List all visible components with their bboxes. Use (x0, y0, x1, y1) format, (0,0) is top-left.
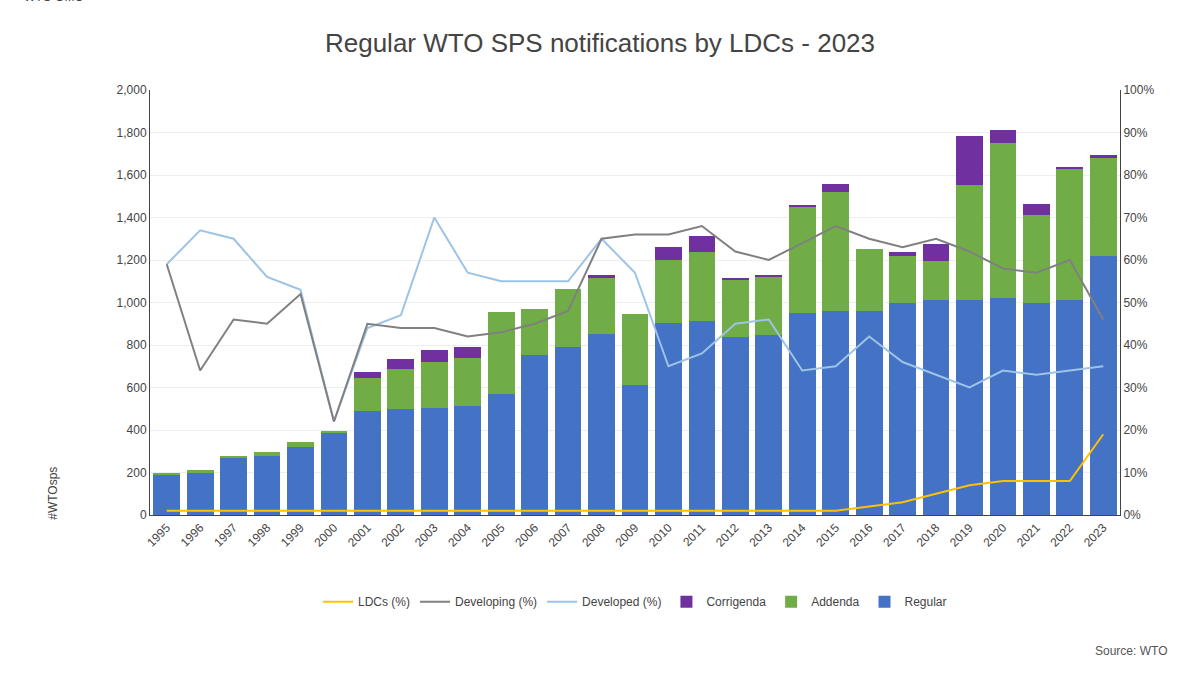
svg-text:20%: 20% (1123, 423, 1147, 437)
svg-text:100%: 100% (1123, 83, 1154, 97)
svg-text:Source: WTO: Source: WTO (1095, 644, 1167, 658)
svg-text:60%: 60% (1123, 253, 1147, 267)
svg-text:2009: 2009 (613, 521, 642, 550)
svg-text:2011: 2011 (680, 521, 708, 549)
svg-text:90%: 90% (1123, 126, 1147, 140)
svg-text:1,400: 1,400 (117, 211, 147, 225)
svg-text:2014: 2014 (780, 521, 809, 550)
svg-text:80%: 80% (1123, 168, 1147, 182)
svg-text:Addenda: Addenda (811, 595, 859, 609)
svg-text:800: 800 (127, 338, 147, 352)
svg-text:2007: 2007 (546, 521, 575, 550)
svg-text:30%: 30% (1123, 381, 1147, 395)
svg-text:Developed (%): Developed (%) (582, 595, 661, 609)
svg-text:2021: 2021 (1014, 521, 1043, 550)
svg-text:1997: 1997 (211, 521, 240, 550)
svg-text:1,000: 1,000 (117, 296, 147, 310)
svg-text:Developing (%): Developing (%) (455, 595, 537, 609)
svg-text:2000: 2000 (312, 521, 341, 550)
svg-text:Regular WTO SPS notifications: Regular WTO SPS notifications by LDCs - … (325, 28, 875, 58)
svg-text:1999: 1999 (278, 521, 307, 550)
svg-text:#WTOsps: #WTOsps (46, 467, 60, 520)
svg-text:2002: 2002 (378, 521, 407, 550)
svg-text:1,800: 1,800 (117, 126, 147, 140)
svg-text:2006: 2006 (512, 521, 541, 550)
svg-text:2004: 2004 (445, 521, 474, 550)
svg-text:1995: 1995 (144, 521, 173, 550)
svg-text:400: 400 (127, 423, 147, 437)
svg-text:70%: 70% (1123, 211, 1147, 225)
svg-text:0: 0 (140, 508, 147, 522)
svg-text:2015: 2015 (813, 521, 842, 550)
svg-text:600: 600 (127, 381, 147, 395)
svg-text:2013: 2013 (746, 521, 775, 550)
svg-text:2017: 2017 (880, 521, 909, 550)
svg-text:2022: 2022 (1047, 521, 1076, 550)
svg-text:2019: 2019 (947, 521, 976, 550)
svg-text:2016: 2016 (847, 521, 876, 550)
svg-text:200: 200 (127, 466, 147, 480)
svg-text:2020: 2020 (981, 521, 1010, 550)
svg-text:2005: 2005 (479, 521, 508, 550)
svg-text:2018: 2018 (914, 521, 943, 550)
svg-text:1996: 1996 (178, 521, 207, 550)
svg-text:10%: 10% (1123, 466, 1147, 480)
svg-text:Corrigenda: Corrigenda (706, 595, 766, 609)
svg-text:2010: 2010 (646, 521, 675, 550)
svg-text:LDCs (%): LDCs (%) (358, 595, 410, 609)
svg-text:2,000: 2,000 (117, 83, 147, 97)
svg-text:0%: 0% (1123, 508, 1141, 522)
svg-text:2008: 2008 (579, 521, 608, 550)
svg-text:2001: 2001 (345, 521, 374, 550)
svg-text:Regular: Regular (905, 595, 947, 609)
svg-text:2023: 2023 (1081, 521, 1110, 550)
svg-text:2003: 2003 (412, 521, 441, 550)
svg-text:1,600: 1,600 (117, 168, 147, 182)
svg-text:2012: 2012 (713, 521, 742, 550)
svg-text:40%: 40% (1123, 338, 1147, 352)
svg-text:1998: 1998 (245, 521, 274, 550)
svg-text:1,200: 1,200 (117, 253, 147, 267)
svg-text:WTO OMC: WTO OMC (24, 0, 83, 4)
svg-text:50%: 50% (1123, 296, 1147, 310)
